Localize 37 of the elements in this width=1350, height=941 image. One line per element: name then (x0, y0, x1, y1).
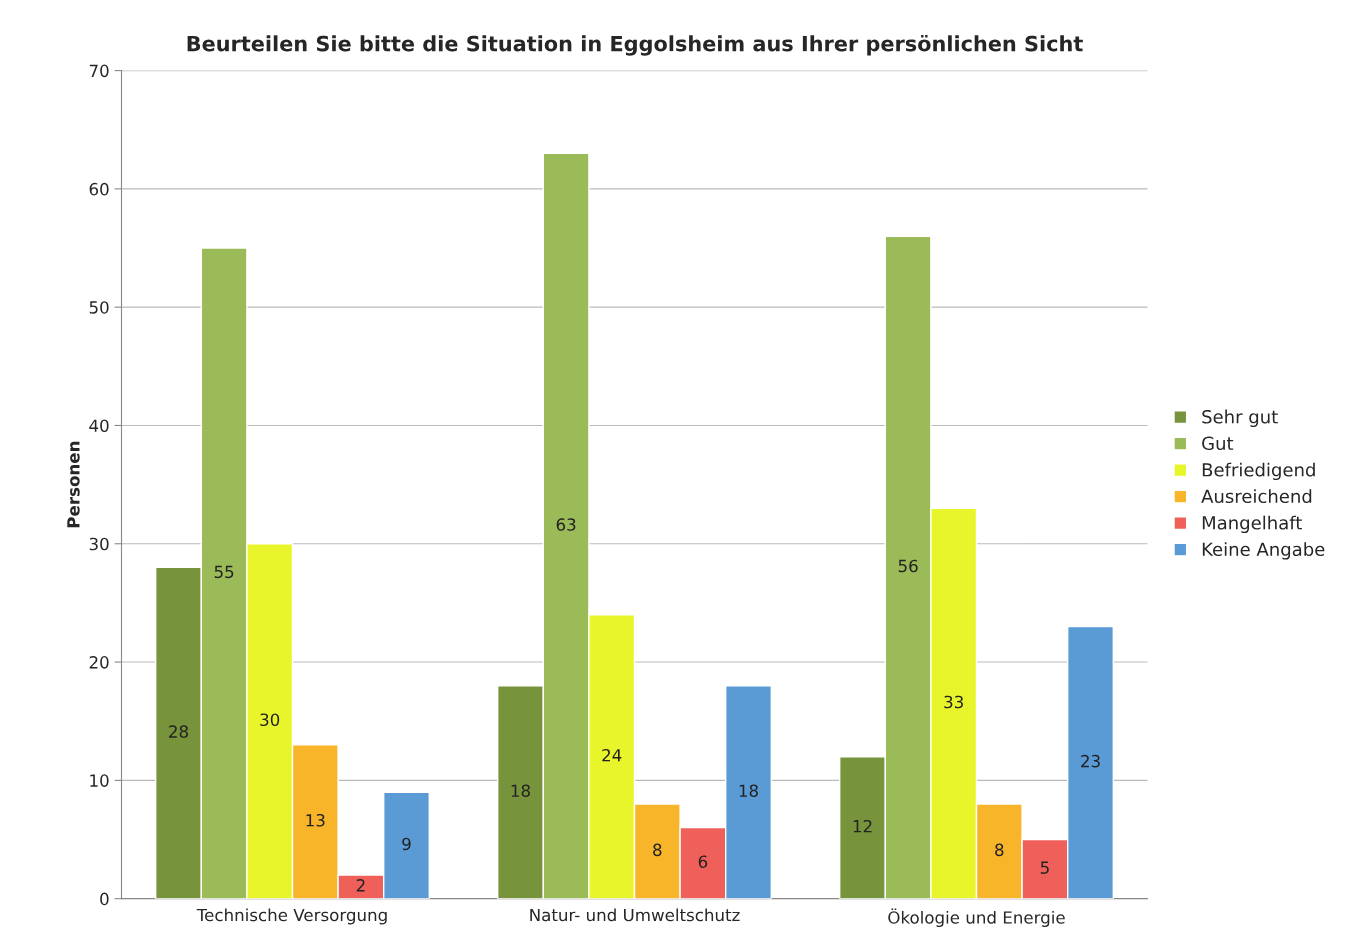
data-label: 28 (169, 725, 188, 738)
legend-label: Gut (1202, 436, 1234, 451)
data-label: 63 (556, 518, 576, 531)
data-label: 56 (898, 559, 918, 573)
data-label: 30 (260, 713, 280, 727)
legend-label: Keine Angabe (1202, 542, 1325, 560)
y-tick-label: 60 (89, 182, 109, 196)
chart-title: Beurteilen Sie bitte die Situation in Eggolsheim aus Ihrer persönlichen Sicht (187, 35, 1083, 56)
data-label: 18 (511, 784, 530, 798)
legend-label: Befriedigend (1202, 462, 1315, 481)
y-axis-title: Personen (67, 441, 80, 528)
data-label: 6 (698, 855, 708, 868)
data-label: 24 (602, 748, 622, 762)
y-tick-label: 10 (90, 774, 109, 787)
data-label: 33 (944, 695, 963, 709)
legend-label: Ausreichend (1201, 489, 1312, 504)
data-label: 18 (739, 784, 758, 798)
y-tick-label: 20 (89, 656, 109, 669)
data-label: 12 (853, 819, 872, 833)
data-label: 8 (653, 843, 662, 857)
data-label: 13 (306, 813, 325, 827)
data-label: 2 (356, 879, 365, 892)
y-tick-label: 0 (100, 892, 109, 906)
y-tick-label: 70 (89, 64, 109, 78)
data-label: 5 (1040, 861, 1049, 874)
y-tick-label: 40 (89, 419, 109, 433)
y-tick-label: 30 (89, 537, 109, 551)
data-label: 55 (214, 565, 234, 579)
legend-label: Sehr gut (1202, 409, 1278, 428)
y-tick-label: 50 (89, 301, 109, 314)
data-label: 23 (1081, 754, 1100, 768)
x-tick-label: Natur- und Umweltschutz (530, 908, 740, 922)
legend-label: Mangelhaft (1202, 515, 1302, 534)
data-label: 8 (995, 843, 1004, 857)
x-tick-label: Technische Versorgung (196, 908, 387, 925)
x-tick-label: Ökologie und Energie (888, 908, 1065, 928)
data-label: 9 (402, 837, 411, 851)
